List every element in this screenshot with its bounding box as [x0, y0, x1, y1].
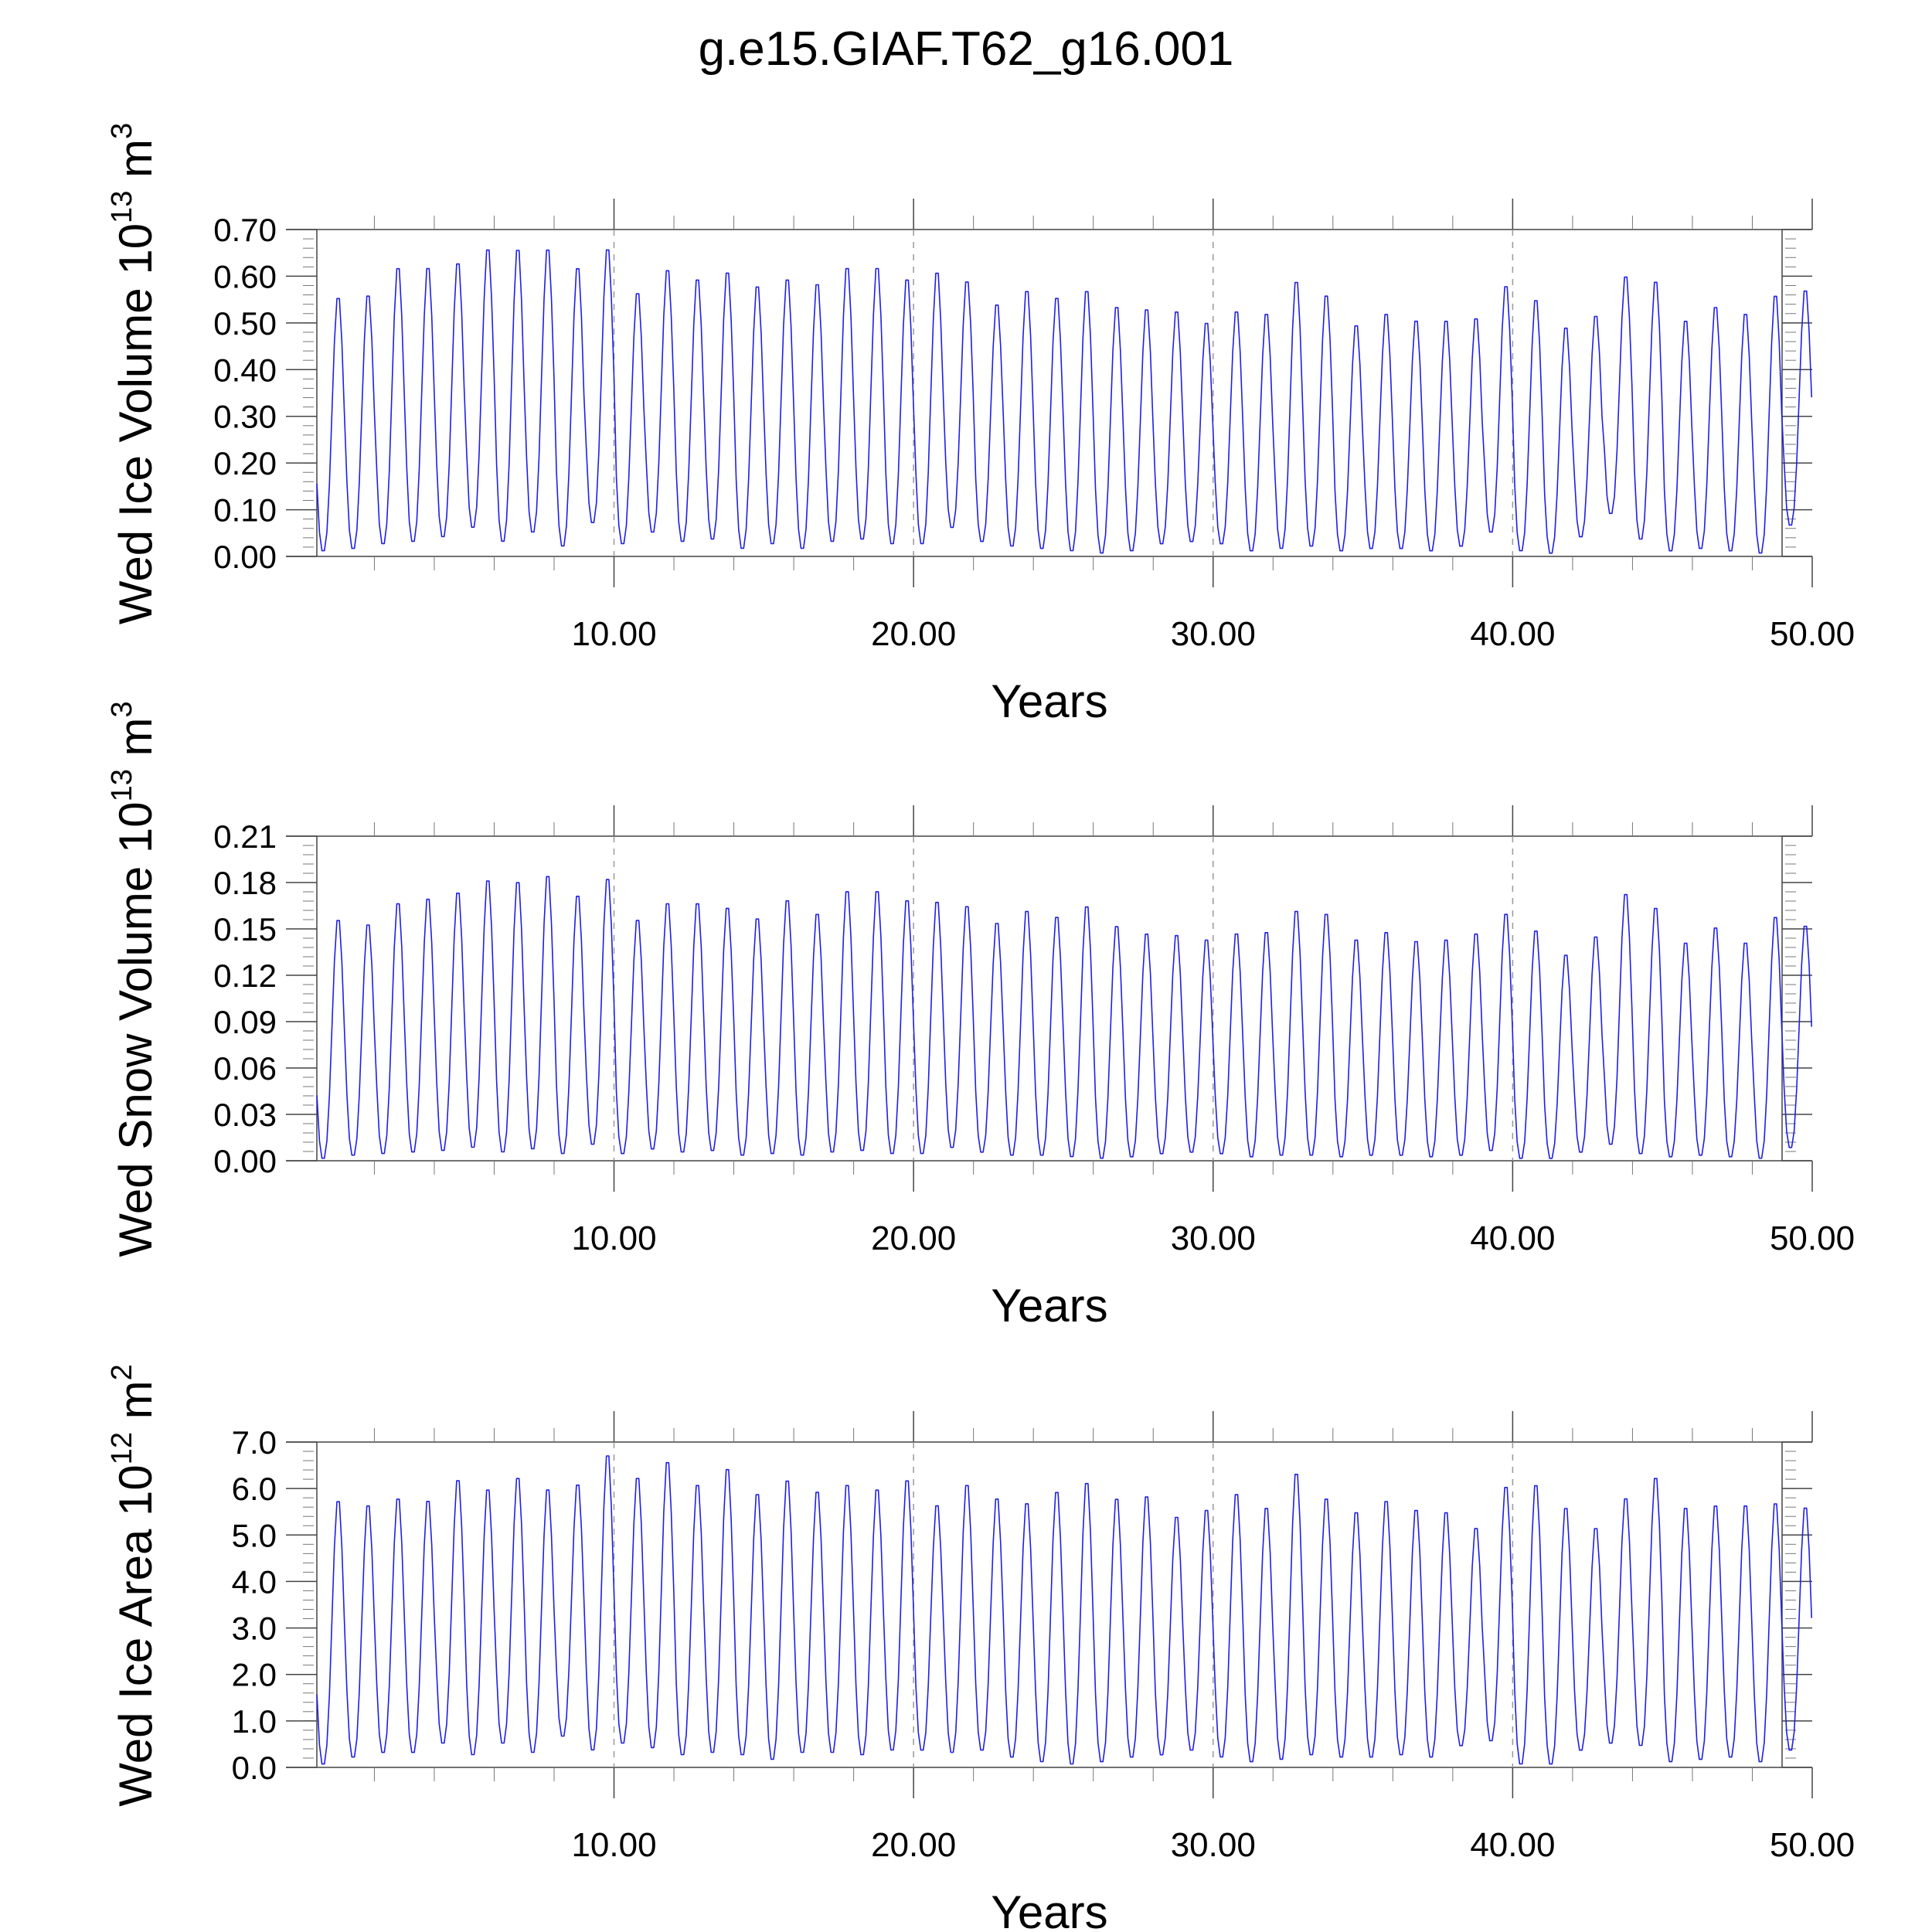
y-tick-label: 0.00	[213, 539, 277, 575]
series-line-1	[316, 1455, 1812, 1765]
y-axis-label: Wed Ice Volume 1013 m3	[106, 123, 162, 624]
figure-title: g.e15.GIAF.T62_g16.001	[698, 22, 1234, 76]
x-tick-label: 30.00	[1171, 1219, 1256, 1257]
y-tick-label: 0.15	[213, 911, 277, 947]
y-tick-label: 0.40	[213, 352, 277, 388]
x-tick-label: 10.00	[571, 1826, 656, 1864]
x-axis-label: Years	[991, 675, 1107, 727]
y-tick-label: 0.70	[213, 212, 277, 248]
series-line-1	[316, 249, 1812, 554]
y-tick-label: 0.06	[213, 1050, 277, 1087]
y-tick-label: 0.18	[213, 865, 277, 901]
x-tick-label: 50.00	[1770, 1826, 1855, 1864]
y-tick-label: 5.0	[232, 1517, 277, 1553]
y-tick-label: 0.09	[213, 1004, 277, 1040]
x-tick-label: 50.00	[1770, 615, 1855, 653]
y-tick-label: 0.30	[213, 399, 277, 435]
x-tick-label: 20.00	[871, 1219, 956, 1257]
y-tick-label: 0.60	[213, 258, 277, 294]
y-tick-label: 4.0	[232, 1563, 277, 1600]
y-tick-label: 1.0	[232, 1703, 277, 1740]
y-tick-label: 0.00	[213, 1143, 277, 1179]
x-tick-label: 30.00	[1171, 1826, 1256, 1864]
y-tick-label: 0.12	[213, 957, 277, 994]
series-line-1	[316, 876, 1812, 1159]
y-tick-label: 0.21	[213, 818, 277, 855]
x-tick-label: 40.00	[1470, 1219, 1555, 1257]
y-axis-label: Wed Ice Area 1012 m2	[106, 1364, 162, 1807]
x-tick-label: 10.00	[571, 615, 656, 653]
chart-panels: 0.00 0.10 0.20 0.30 0.40 0.50 0.60 0.70 10.00 20.…	[106, 123, 1855, 1932]
x-tick-label: 20.00	[871, 1826, 956, 1864]
y-axis-label: Wed Snow Volume 1013 m3	[106, 701, 162, 1257]
y-tick-label: 0.20	[213, 445, 277, 481]
y-tick-label: 6.0	[232, 1471, 277, 1507]
chart-panel-3: 0.0 1.0 2.0 3.0 4.0 5.0 6.0 7.0 10.00 20.00 30.00 4…	[106, 1364, 1855, 1932]
chart-panel-2: 0.00 0.03 0.06 0.09 0.12 0.15 0.18 0.21 10.00 20.…	[106, 701, 1855, 1332]
y-tick-label: 0.03	[213, 1097, 277, 1133]
y-tick-label: 0.0	[232, 1750, 277, 1786]
x-tick-label: 20.00	[871, 615, 956, 653]
y-tick-label: 3.0	[232, 1611, 277, 1647]
y-tick-label: 2.0	[232, 1657, 277, 1693]
x-axis-label: Years	[991, 1280, 1107, 1332]
x-tick-label: 10.00	[571, 1219, 656, 1257]
x-tick-label: 50.00	[1770, 1219, 1855, 1257]
x-tick-label: 30.00	[1171, 615, 1256, 653]
y-tick-label: 0.50	[213, 305, 277, 342]
y-tick-label: 7.0	[232, 1424, 277, 1461]
x-axis-label: Years	[991, 1886, 1107, 1932]
y-tick-label: 0.10	[213, 492, 277, 529]
x-tick-label: 40.00	[1470, 615, 1555, 653]
chart-panel-1: 0.00 0.10 0.20 0.30 0.40 0.50 0.60 0.70 10.00 20.…	[106, 123, 1855, 727]
x-tick-label: 40.00	[1470, 1826, 1555, 1864]
